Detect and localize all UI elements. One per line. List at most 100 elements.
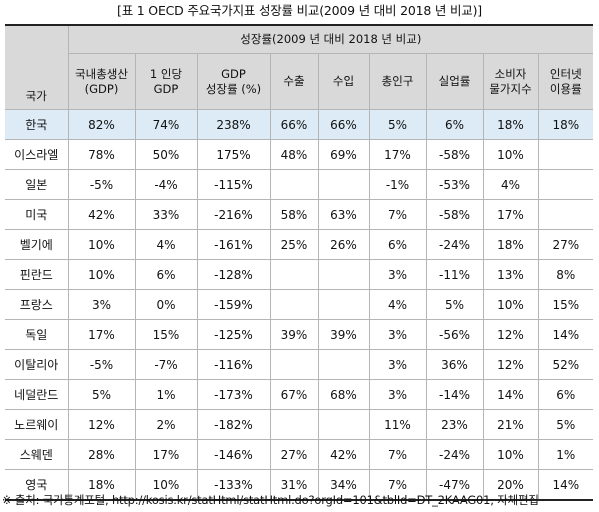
country-cell: 스웨덴 (5, 439, 69, 470)
value-cell: 2% (134, 409, 198, 440)
value-cell: 10% (134, 469, 198, 501)
value-cell: 20% (482, 469, 539, 501)
value-cell: 33% (134, 199, 198, 230)
value-cell: 11% (368, 409, 427, 440)
column-header-line: (GDP) (84, 81, 119, 96)
column-header: 국내총생산 (GDP) (68, 53, 136, 110)
table-row: 네덜란드 5% 1% -173% 67% 68% 3% -14% 14% 6% (5, 379, 594, 410)
column-header-line: 총인구 (381, 74, 414, 88)
value-cell: 82% (67, 109, 136, 140)
value-cell: -173% (196, 379, 271, 410)
value-cell: -216% (196, 199, 271, 230)
value-cell: 15% (134, 319, 198, 350)
value-cell (269, 289, 319, 320)
country-cell: 노르웨이 (5, 409, 69, 440)
table-row: 독일 17% 15% -125% 39% 39% 3% -56% 12% 14% (5, 319, 594, 350)
value-cell: 0% (134, 289, 198, 320)
table-body: 한국 82% 74% 238% 66% 66% 5% 6% 18% 18% 이스라엘 78% 50% 17… (5, 109, 594, 501)
column-header-line: 인터넷 (549, 66, 582, 81)
value-cell (317, 289, 370, 320)
table-row: 스웨덴 28% 17% -146% 27% 42% 7% -24% 10% 1% (5, 439, 594, 470)
table-row: 미국 42% 33% -216% 58% 63% 7% -58% 17% (5, 199, 594, 230)
country-cell: 핀란드 (5, 259, 69, 290)
table-caption: [표 1 OECD 주요국가지표 성장률 비교(2009 년 대비 2018 년… (117, 3, 482, 18)
column-header-line: 수출 (283, 74, 305, 88)
value-cell: 14% (537, 319, 594, 350)
value-cell: 69% (317, 139, 370, 170)
value-cell: 21% (482, 409, 539, 440)
value-cell (317, 169, 370, 200)
column-header-line: GDP (221, 66, 246, 81)
value-cell: 52% (537, 349, 594, 380)
value-cell: 17% (368, 139, 427, 170)
value-cell: 5% (537, 409, 594, 440)
value-cell: 175% (196, 139, 271, 170)
value-cell: 1% (134, 379, 198, 410)
value-cell: 78% (67, 139, 136, 170)
value-cell (537, 199, 594, 230)
value-cell: -115% (196, 169, 271, 200)
value-cell: -47% (425, 469, 484, 501)
value-cell: 3% (368, 379, 427, 410)
value-cell (269, 409, 319, 440)
column-header: GDP 성장률 (%) (196, 53, 271, 110)
value-cell: 4% (368, 289, 427, 320)
value-cell: 8% (537, 259, 594, 290)
value-cell: 10% (482, 289, 539, 320)
country-cell: 네덜란드 (5, 379, 69, 410)
column-header: 1 인당 GDP (134, 53, 198, 110)
value-cell: 3% (67, 289, 136, 320)
value-cell: 12% (482, 319, 539, 350)
column-header: 수출 (269, 53, 319, 110)
value-cell: 3% (368, 319, 427, 350)
value-cell: 42% (317, 439, 370, 470)
value-cell: 6% (368, 229, 427, 260)
column-header-line: 실업률 (438, 74, 471, 88)
value-cell: -159% (196, 289, 271, 320)
column-header-line: 국내총생산 (75, 66, 128, 81)
value-cell: 18% (482, 229, 539, 260)
value-cell (537, 169, 594, 200)
value-cell: -125% (196, 319, 271, 350)
source-note: ※ 출처: 국가통계포털, http://kosis.kr/statHtml/s… (2, 493, 539, 507)
value-cell: 6% (537, 379, 594, 410)
value-cell (269, 259, 319, 290)
value-cell: -58% (425, 139, 484, 170)
value-cell: 12% (482, 349, 539, 380)
value-cell: 28% (67, 439, 136, 470)
value-cell: -1% (368, 169, 427, 200)
value-cell: 66% (317, 109, 370, 140)
value-cell: 14% (537, 469, 594, 501)
value-cell: 15% (537, 289, 594, 320)
value-cell: 27% (269, 439, 319, 470)
value-cell: -24% (425, 229, 484, 260)
value-cell: -116% (196, 349, 271, 380)
table-row: 영국 18% 10% -133% 31% 34% 7% -47% 20% 14% (5, 469, 594, 501)
value-cell: 17% (67, 319, 136, 350)
value-cell (537, 139, 594, 170)
country-cell: 벨기에 (5, 229, 69, 260)
column-header-line: 소비자 (494, 66, 527, 81)
value-cell: 18% (67, 469, 136, 501)
column-header-line: 성장률 (%) (205, 81, 262, 96)
value-cell: 10% (67, 259, 136, 290)
growth-rate-table: 국가 성장률(2009 년 대비 2018 년 비교) 국내총생산 (GDP) 1 … (5, 24, 594, 501)
value-cell: -24% (425, 439, 484, 470)
value-cell: 7% (368, 439, 427, 470)
country-cell: 이스라엘 (5, 139, 69, 170)
value-cell: 63% (317, 199, 370, 230)
value-cell: 238% (196, 109, 271, 140)
country-cell: 일본 (5, 169, 69, 200)
value-cell: 26% (317, 229, 370, 260)
value-cell: 42% (67, 199, 136, 230)
value-cell: -56% (425, 319, 484, 350)
value-cell: 58% (269, 199, 319, 230)
value-cell: -128% (196, 259, 271, 290)
value-cell: 3% (368, 349, 427, 380)
value-cell: 67% (269, 379, 319, 410)
value-cell: -7% (134, 349, 198, 380)
value-cell: 39% (269, 319, 319, 350)
value-cell: 23% (425, 409, 484, 440)
value-cell: -11% (425, 259, 484, 290)
table-row: 프랑스 3% 0% -159% 4% 5% 10% 15% (5, 289, 594, 320)
